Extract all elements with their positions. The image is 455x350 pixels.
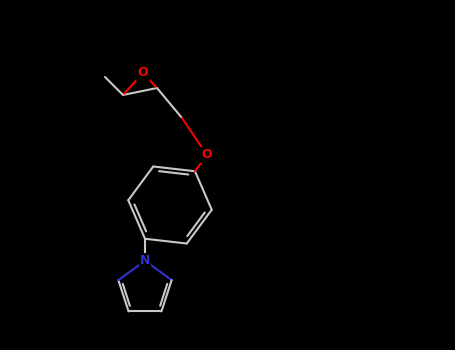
- Text: O: O: [138, 66, 148, 79]
- Text: O: O: [202, 148, 212, 161]
- Text: N: N: [140, 254, 150, 267]
- Text: O: O: [138, 66, 148, 79]
- Text: O: O: [202, 148, 212, 161]
